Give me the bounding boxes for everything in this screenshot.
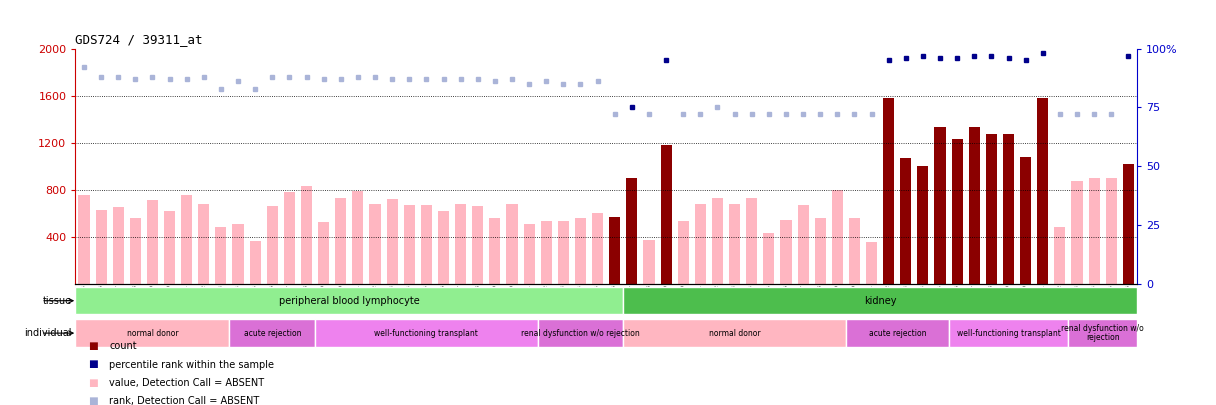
Bar	[1122, 164, 1135, 284]
Bar	[711, 198, 724, 284]
Bar	[609, 217, 620, 284]
Bar	[832, 190, 843, 284]
Bar	[952, 139, 963, 284]
Text: normal donor: normal donor	[126, 328, 179, 338]
Bar	[846, 320, 948, 347]
Bar	[541, 221, 552, 284]
Bar	[130, 218, 141, 284]
Bar	[694, 204, 706, 284]
Text: ■: ■	[88, 378, 97, 388]
Bar	[643, 240, 654, 284]
Text: percentile rank within the sample: percentile rank within the sample	[109, 360, 275, 369]
Bar	[537, 320, 624, 347]
Text: tissue: tissue	[43, 296, 72, 306]
Bar	[438, 211, 449, 284]
Bar	[96, 209, 107, 284]
Bar	[1105, 178, 1116, 284]
Text: well-functioning transplant: well-functioning transplant	[957, 328, 1060, 338]
Bar	[747, 198, 758, 284]
Text: rank, Detection Call = ABSENT: rank, Detection Call = ABSENT	[109, 396, 260, 405]
Bar	[883, 98, 894, 284]
Bar	[302, 186, 313, 284]
Text: renal dysfunction w/o
rejection: renal dysfunction w/o rejection	[1062, 324, 1144, 343]
Bar	[181, 196, 192, 284]
Bar	[1054, 227, 1065, 284]
Bar	[266, 206, 278, 284]
Bar	[506, 204, 518, 284]
Bar	[75, 320, 230, 347]
Bar	[319, 222, 330, 284]
Bar	[404, 205, 415, 284]
Bar	[764, 233, 775, 284]
Bar	[215, 227, 226, 284]
Text: renal dysfunction w/o rejection: renal dysfunction w/o rejection	[522, 328, 640, 338]
Bar	[283, 192, 295, 284]
Bar	[164, 211, 175, 284]
Text: ■: ■	[88, 341, 97, 351]
Bar	[969, 127, 980, 284]
Bar	[336, 198, 347, 284]
Bar	[558, 221, 569, 284]
Bar	[489, 218, 501, 284]
Bar	[917, 166, 929, 284]
Bar	[387, 199, 398, 284]
Bar	[866, 242, 877, 284]
Bar	[249, 241, 260, 284]
Bar	[815, 218, 826, 284]
Bar	[230, 320, 315, 347]
Bar	[1003, 134, 1014, 284]
Bar	[198, 204, 209, 284]
Bar	[524, 224, 535, 284]
Text: count: count	[109, 341, 137, 351]
Bar	[232, 224, 243, 284]
Text: peripheral blood lymphocyte: peripheral blood lymphocyte	[278, 296, 420, 306]
Bar	[1020, 157, 1031, 284]
Bar	[730, 204, 741, 284]
Text: GDS724 / 39311_at: GDS724 / 39311_at	[75, 33, 203, 46]
Bar	[1071, 181, 1082, 284]
Text: acute rejection: acute rejection	[868, 328, 927, 338]
Bar	[660, 145, 671, 284]
Bar	[798, 205, 809, 284]
Bar	[1037, 98, 1048, 284]
Bar	[455, 204, 466, 284]
Bar	[948, 320, 1069, 347]
Bar	[934, 127, 946, 284]
Bar	[315, 320, 537, 347]
Bar	[575, 218, 586, 284]
Bar	[677, 221, 688, 284]
Text: ■: ■	[88, 360, 97, 369]
Bar	[78, 196, 90, 284]
Text: acute rejection: acute rejection	[243, 328, 302, 338]
Bar	[624, 320, 846, 347]
Bar	[421, 205, 432, 284]
Bar	[370, 204, 381, 284]
Bar	[1069, 320, 1137, 347]
Text: well-functioning transplant: well-functioning transplant	[375, 328, 478, 338]
Bar	[900, 158, 911, 284]
Bar	[781, 220, 792, 284]
Text: individual: individual	[24, 328, 72, 338]
Bar	[113, 207, 124, 284]
Bar	[353, 191, 364, 284]
Bar	[626, 178, 637, 284]
Bar	[147, 200, 158, 284]
Text: kidney: kidney	[863, 296, 896, 306]
Bar	[472, 206, 483, 284]
Bar	[592, 213, 603, 284]
Bar	[1088, 178, 1099, 284]
Bar	[75, 287, 624, 314]
Bar	[849, 218, 860, 284]
Text: normal donor: normal donor	[709, 328, 760, 338]
Text: value, Detection Call = ABSENT: value, Detection Call = ABSENT	[109, 378, 265, 388]
Bar	[986, 134, 997, 284]
Bar	[624, 287, 1137, 314]
Text: ■: ■	[88, 396, 97, 405]
